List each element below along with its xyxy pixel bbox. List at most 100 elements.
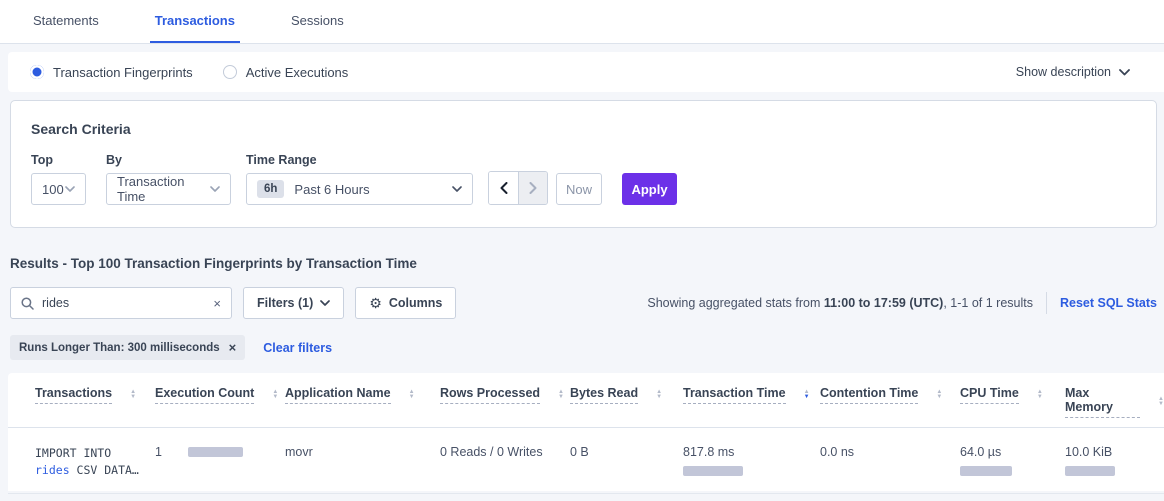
radio-active-executions[interactable]: Active Executions <box>222 64 349 80</box>
search-criteria-form: Top 100 By Transaction Time Time Range 6… <box>31 153 1136 205</box>
sort-icon[interactable]: ▲ ▼ <box>558 389 564 400</box>
radio-label: Transaction Fingerprints <box>53 64 193 80</box>
now-button[interactable]: Now <box>556 173 602 205</box>
results-controls: × Filters (1) ⚙ Columns Showing aggregat… <box>10 287 1157 319</box>
column-header-cpu-time: CPU Time <box>960 386 1019 404</box>
chevron-down-icon <box>65 186 75 192</box>
radio-unselected-icon <box>222 65 237 79</box>
chevron-down-icon <box>1119 68 1130 76</box>
time-prev-button[interactable] <box>489 172 518 204</box>
execution-count-bar <box>187 447 243 457</box>
time-next-button[interactable] <box>518 172 547 204</box>
application-name-value: movr <box>285 445 313 459</box>
transaction-line2: rides CSV DATA… <box>35 462 155 479</box>
results-table: Transactions ▲ ▼ Execution Count ▲ ▼ Applica… <box>8 373 1164 494</box>
sort-asc-icon: ▲ <box>1158 396 1164 402</box>
columns-button-label: Columns <box>388 296 443 310</box>
remove-filter-icon[interactable]: × <box>228 340 237 355</box>
sort-asc-icon: ▲ <box>558 389 564 395</box>
column-header-max-memory: Max Memory <box>1065 386 1141 418</box>
sort-desc-icon: ▼ <box>1036 394 1043 400</box>
search-criteria-title: Search Criteria <box>31 121 131 137</box>
time-nav-button-group <box>488 171 548 205</box>
top-select-value: 100 <box>42 181 64 197</box>
sort-asc-icon: ▲ <box>656 389 663 395</box>
column-header-rows-processed: Rows Processed <box>440 386 541 404</box>
sort-icon[interactable]: ▲ ▼ <box>656 389 663 400</box>
sort-icon[interactable]: ▲ ▼ <box>272 389 279 400</box>
apply-button[interactable]: Apply <box>622 173 677 205</box>
by-select[interactable]: Transaction Time <box>106 173 231 205</box>
reset-sql-stats-link[interactable]: Reset SQL Stats <box>1059 296 1157 310</box>
sort-icon[interactable]: ▲ ▼ <box>1036 389 1043 400</box>
view-toggle-bar: Transaction Fingerprints Active Executio… <box>8 52 1164 92</box>
table-row: IMPORT INTO rides CSV DATA… 1 movr 0 Rea… <box>8 427 1164 494</box>
sort-icon[interactable]: ▲ ▼ <box>130 389 136 400</box>
radio-label: Active Executions <box>245 64 349 80</box>
columns-button[interactable]: ⚙ Columns <box>355 287 457 319</box>
sort-icon[interactable]: ▲ ▼ <box>936 389 943 400</box>
chevron-down-icon <box>320 300 331 306</box>
summary-prefix: Showing aggregated stats from <box>647 296 824 310</box>
sort-asc-icon: ▲ <box>272 389 279 395</box>
tab-sessions[interactable]: Sessions <box>290 13 344 28</box>
tab-transactions[interactable]: Transactions <box>149 13 240 43</box>
top-tab-bar: Statements Transactions Sessions <box>0 0 1164 44</box>
sort-asc-icon: ▲ <box>803 389 810 395</box>
radio-transaction-fingerprints[interactable]: Transaction Fingerprints <box>30 65 193 80</box>
execution-count-value: 1 <box>155 445 162 459</box>
chevron-right-icon <box>529 182 537 194</box>
clear-filters-link[interactable]: Clear filters <box>263 340 333 355</box>
applied-filters-row: Runs Longer Than: 300 milliseconds × Cle… <box>10 335 1164 360</box>
column-header-transactions: Transactions <box>35 386 113 404</box>
sort-icon-active[interactable]: ▲ ▼ <box>803 389 810 400</box>
filters-button[interactable]: Filters (1) <box>243 287 345 319</box>
top-label: Top <box>31 153 53 167</box>
filter-chip-label: Runs Longer Than: 300 milliseconds <box>19 341 220 354</box>
gear-icon: ⚙ <box>369 295 382 311</box>
sort-desc-icon: ▼ <box>656 394 663 400</box>
max-memory-value: 10.0 KiB <box>1065 445 1113 459</box>
transaction-highlight: rides <box>35 463 70 477</box>
search-icon <box>21 296 34 310</box>
summary-time-range: 11:00 to 17:59 (UTC) <box>823 296 944 310</box>
cpu-time-value: 64.0 µs <box>960 445 1002 459</box>
transaction-fingerprint-link[interactable]: IMPORT INTO rides CSV DATA… <box>35 445 155 479</box>
sort-desc-icon-active: ▼ <box>803 394 810 400</box>
time-range-field: Time Range 6h Past 6 Hours <box>246 153 473 205</box>
time-range-select[interactable]: 6h Past 6 Hours <box>246 173 473 205</box>
chevron-down-icon <box>452 186 462 192</box>
time-range-label: Time Range <box>246 153 317 167</box>
filters-button-label: Filters (1) <box>257 296 314 310</box>
top-select[interactable]: 100 <box>31 173 86 205</box>
column-header-contention-time: Contention Time <box>820 386 919 404</box>
results-table-card: Transactions ▲ ▼ Execution Count ▲ ▼ Applica… <box>8 373 1164 494</box>
sort-asc-icon: ▲ <box>408 389 415 395</box>
summary-text: Showing aggregated stats from 11:00 to 1… <box>647 296 1033 310</box>
search-input[interactable] <box>42 296 206 310</box>
top-field: Top 100 <box>31 153 106 205</box>
search-box[interactable]: × <box>10 287 232 319</box>
transaction-line2-rest: CSV DATA… <box>69 463 139 477</box>
radio-selected-icon <box>30 65 44 79</box>
column-header-transaction-time: Transaction Time <box>683 386 786 404</box>
clear-search-icon[interactable]: × <box>213 295 221 311</box>
by-label: By <box>106 153 122 167</box>
sort-asc-icon: ▲ <box>1036 389 1043 395</box>
show-description-toggle[interactable]: Show description <box>1016 65 1130 79</box>
column-header-bytes-read: Bytes Read <box>570 386 639 404</box>
sort-icon[interactable]: ▲ ▼ <box>408 389 415 400</box>
tab-statements[interactable]: Statements <box>33 13 99 28</box>
sort-icon[interactable]: ▲ ▼ <box>1158 396 1164 407</box>
time-range-value: Past 6 Hours <box>294 181 370 197</box>
chevron-down-icon <box>210 186 220 192</box>
sort-desc-icon: ▼ <box>272 394 279 400</box>
sort-asc-icon: ▲ <box>936 389 943 395</box>
vertical-divider <box>1045 292 1047 314</box>
show-description-label: Show description <box>1015 65 1111 79</box>
column-header-execution-count: Execution Count <box>155 386 255 404</box>
results-summary: Showing aggregated stats from 11:00 to 1… <box>647 292 1157 314</box>
rows-processed-value: 0 Reads / 0 Writes <box>440 445 543 459</box>
search-criteria-card: Search Criteria Top 100 By Transaction T… <box>10 100 1157 228</box>
transaction-line1: IMPORT INTO <box>35 446 112 460</box>
